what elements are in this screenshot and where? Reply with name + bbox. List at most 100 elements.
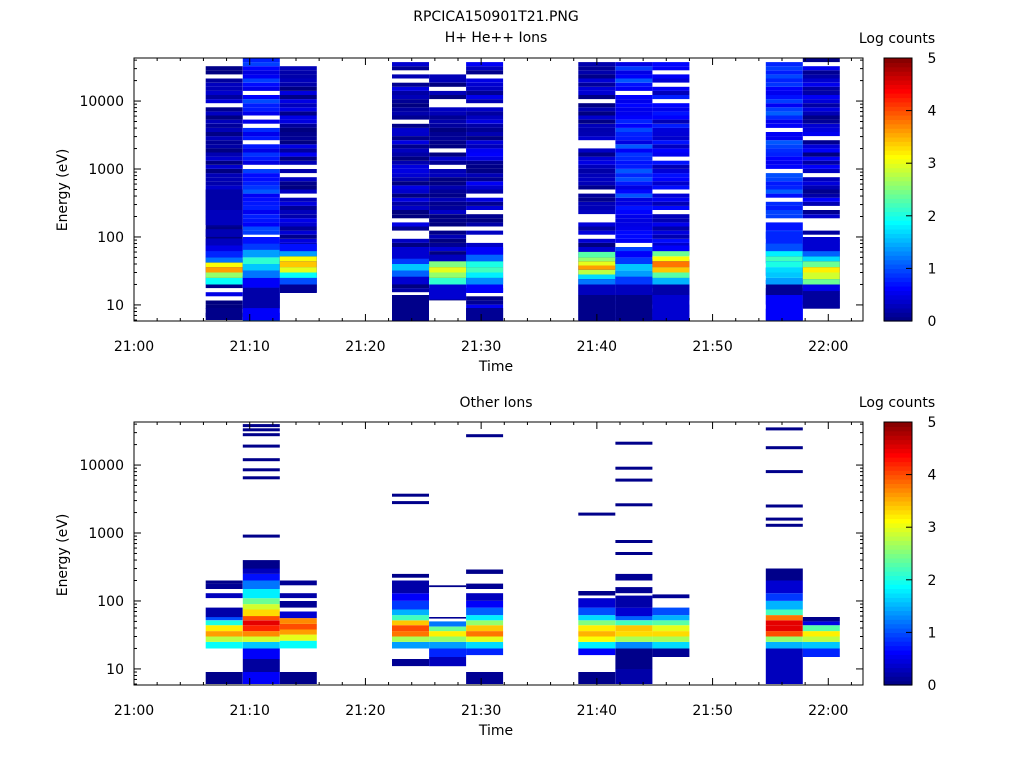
heatmap-cell xyxy=(466,583,504,589)
heatmap-cell xyxy=(279,256,317,262)
colorbar-segment xyxy=(884,470,912,476)
colorbar-segment xyxy=(884,544,912,550)
heatmap-cell xyxy=(242,243,280,250)
heatmap-cell xyxy=(392,620,429,626)
heatmap-cell xyxy=(429,267,467,273)
heatmap-cell xyxy=(578,119,616,124)
heatmap-cell xyxy=(652,169,690,174)
colorbar-segment xyxy=(884,680,912,686)
heatmap-cell xyxy=(242,214,280,219)
heatmap-cell xyxy=(802,119,840,124)
colorbar-segment xyxy=(884,619,912,625)
heatmap-cell xyxy=(652,607,690,616)
heatmap-cell xyxy=(802,164,840,169)
colorbar-segment xyxy=(884,461,912,467)
heatmap-cell xyxy=(615,540,653,543)
colorbar-segment xyxy=(884,676,912,682)
heatmap-cell xyxy=(279,82,317,87)
heatmap-cell xyxy=(392,625,429,632)
heatmap-cell xyxy=(615,156,653,161)
heatmap-cell xyxy=(279,277,317,285)
heatmap-cell xyxy=(802,267,840,273)
heatmap-cell xyxy=(615,222,653,227)
time-column xyxy=(279,580,317,684)
heatmap-cell xyxy=(802,251,840,257)
heatmap-cell xyxy=(429,189,467,194)
heatmap-cell xyxy=(765,115,803,120)
colorbar-segment xyxy=(884,250,912,256)
heatmap-cell xyxy=(578,173,616,178)
heatmap-cell xyxy=(765,593,803,601)
colorbar-segment xyxy=(884,255,912,261)
heatmap-cell xyxy=(578,620,616,626)
heatmap-cell xyxy=(392,111,429,116)
heatmap-cell xyxy=(765,74,803,79)
heatmap-cell xyxy=(242,249,280,258)
heatmap-cell xyxy=(802,82,840,87)
heatmap-cell xyxy=(242,177,280,182)
heatmap-cell xyxy=(466,177,504,182)
heatmap-cell xyxy=(802,115,840,120)
colorbar-segment xyxy=(884,303,912,309)
heatmap-cell xyxy=(279,90,317,95)
heatmap-cell xyxy=(652,148,690,153)
heatmap-cell xyxy=(615,181,653,186)
heatmap-cell xyxy=(765,648,803,684)
heatmap-cell xyxy=(392,580,429,594)
heatmap-cell xyxy=(578,123,616,128)
colorbar-segment xyxy=(884,667,912,673)
colorbar-segment xyxy=(884,58,912,63)
heatmap-cell xyxy=(652,107,690,112)
heatmap-cell xyxy=(615,107,653,112)
heatmap-cell xyxy=(429,238,467,243)
heatmap-cell xyxy=(578,265,616,270)
heatmap-cell xyxy=(242,433,280,437)
heatmap-cell xyxy=(765,132,803,137)
colorbar-segment xyxy=(884,531,912,537)
heatmap-cell xyxy=(392,193,429,198)
heatmap-cell xyxy=(652,205,690,210)
colorbar-segment xyxy=(884,141,912,147)
heatmap-cell xyxy=(279,115,317,120)
heatmap-cell xyxy=(392,573,429,578)
heatmap-cell xyxy=(429,272,467,278)
colorbar-segment xyxy=(884,145,912,151)
heatmap-cell xyxy=(765,160,803,165)
heatmap-cell xyxy=(392,609,429,616)
heatmap-cell xyxy=(615,595,653,608)
heatmap-cell xyxy=(578,66,616,71)
heatmap-cell xyxy=(652,201,690,206)
heatmap-cell xyxy=(615,119,653,124)
colorbar-segment xyxy=(884,435,912,441)
heatmap-cell xyxy=(765,615,803,621)
heatmap-cell xyxy=(802,132,840,137)
heatmap-cell xyxy=(652,245,690,252)
colorbar-segment xyxy=(884,430,912,436)
heatmap-cell xyxy=(279,230,317,235)
colorbar-segment xyxy=(884,299,912,305)
heatmap-cell xyxy=(615,625,653,632)
heatmap-cell xyxy=(578,598,616,608)
heatmap-cell xyxy=(466,308,504,320)
colorbar-segment xyxy=(884,623,912,629)
heatmap-cell xyxy=(392,123,429,128)
heatmap-cell xyxy=(279,185,317,190)
heatmap-cell xyxy=(652,267,690,273)
heatmap-cell xyxy=(205,251,243,258)
heatmap-cell xyxy=(242,672,280,684)
colorbar-segment xyxy=(884,277,912,283)
heatmap-cell xyxy=(392,205,429,210)
heatmap-cell xyxy=(652,214,690,219)
heatmap-cell xyxy=(765,152,803,157)
panel-title: H+ He++ Ions xyxy=(445,30,548,46)
heatmap-cell xyxy=(242,173,280,178)
heatmap-cell xyxy=(466,119,504,124)
heatmap-cell xyxy=(279,148,317,153)
heatmap-cell xyxy=(242,237,280,244)
heatmap-cell xyxy=(205,90,243,95)
heatmap-cell xyxy=(765,631,803,637)
heatmap-cell xyxy=(242,70,280,75)
heatmap-cell xyxy=(392,164,429,169)
heatmap-cell xyxy=(242,62,280,67)
